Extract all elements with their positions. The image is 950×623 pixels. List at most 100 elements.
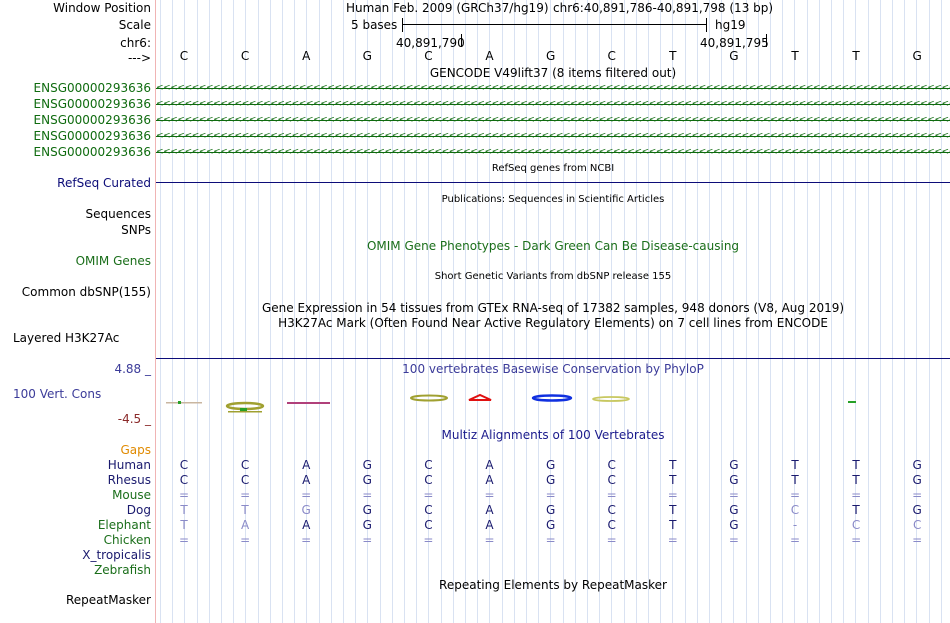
alignment-base: = xyxy=(728,488,739,502)
gencode-gene-feature[interactable]: <<<<<<<<<<<<<<<<<<<<<<<<<<<<<<<<<<<<<<<<… xyxy=(156,115,950,125)
species-label-zebrafish[interactable]: Zebrafish xyxy=(94,563,151,577)
strand-arrows: <<<<<<<<<<<<<<<<<<<<<<<<<<<<<<<<<<<<<<<<… xyxy=(156,147,950,157)
gencode-gene-feature[interactable]: <<<<<<<<<<<<<<<<<<<<<<<<<<<<<<<<<<<<<<<<… xyxy=(156,131,950,141)
alignment-base: C xyxy=(607,458,616,472)
ruler-base: A xyxy=(485,49,494,63)
window-position-label: Window Position xyxy=(53,1,151,15)
alignment-base: G xyxy=(729,458,739,472)
alignment-base: G xyxy=(729,473,739,487)
alignment-base: = xyxy=(301,488,312,502)
gencode-gene-feature[interactable]: <<<<<<<<<<<<<<<<<<<<<<<<<<<<<<<<<<<<<<<<… xyxy=(156,147,950,157)
phylop-logo xyxy=(166,393,856,413)
strand-label: ---> xyxy=(127,51,151,65)
phylop-mark xyxy=(178,401,181,404)
ruler-base: G xyxy=(729,49,739,63)
gencode-gene-feature[interactable]: <<<<<<<<<<<<<<<<<<<<<<<<<<<<<<<<<<<<<<<<… xyxy=(156,83,950,93)
strand-arrows: <<<<<<<<<<<<<<<<<<<<<<<<<<<<<<<<<<<<<<<<… xyxy=(156,83,950,93)
ruler-base: T xyxy=(852,49,860,63)
alignment-base: G xyxy=(912,473,922,487)
publications-track-label[interactable]: Sequences xyxy=(85,207,151,221)
coord-right-tick xyxy=(766,34,767,47)
alignment-base: G xyxy=(545,518,556,532)
phylop-mark xyxy=(848,401,856,403)
alignment-base: C xyxy=(790,503,800,517)
phylop-mark xyxy=(287,402,330,404)
phylop-mark xyxy=(228,411,262,413)
alignment-base: T xyxy=(669,458,677,472)
gencode-item-label[interactable]: ENSG00000293636 xyxy=(33,145,151,159)
assembly-name: Human Feb. 2009 (GRCh37/hg19) xyxy=(346,1,549,15)
phylop-min-value: -4.5 _ xyxy=(117,412,151,426)
omim-track-title: OMIM Gene Phenotypes - Dark Green Can Be… xyxy=(366,239,740,253)
alignment-base: = xyxy=(178,533,190,547)
phylop-mark xyxy=(166,402,202,404)
scale-label: Scale xyxy=(118,18,151,32)
repeatmasker-track-label[interactable]: RepeatMasker xyxy=(65,593,151,607)
alignment-base: = xyxy=(606,488,617,502)
alignment-base: T xyxy=(669,473,677,487)
gencode-item-label[interactable]: ENSG00000293636 xyxy=(33,97,151,111)
alignment-base: G xyxy=(912,458,922,472)
refseq-track-label[interactable]: RefSeq Curated xyxy=(57,176,151,190)
alignment-base: C xyxy=(607,473,616,487)
alignment-base: = xyxy=(240,488,251,502)
alignment-base: C xyxy=(179,458,189,472)
alignment-base: G xyxy=(545,458,556,472)
phylop-mark xyxy=(240,408,247,411)
species-label-chicken[interactable]: Chicken xyxy=(103,533,151,547)
ruler-base: G xyxy=(362,49,372,63)
alignment-base: T xyxy=(180,518,188,532)
alignment-base: = xyxy=(362,533,373,547)
alignment-base: C xyxy=(607,503,616,517)
repeatmasker-track-title: Repeating Elements by RepeatMasker xyxy=(439,578,667,592)
alignment-base: G xyxy=(362,458,372,472)
species-label-dog[interactable]: Dog xyxy=(126,503,151,517)
phylop-track-label[interactable]: 100 Vert. Cons xyxy=(13,387,102,401)
species-label-mouse[interactable]: Mouse xyxy=(112,488,151,502)
phylop-mark xyxy=(592,396,630,402)
coord-left: 40,891,790 xyxy=(396,36,465,50)
alignment-base: C xyxy=(424,518,433,532)
ruler-base: G xyxy=(545,49,556,63)
dbsnp-track-label[interactable]: Common dbSNP(155) xyxy=(21,285,151,299)
gencode-track-title: GENCODE V49lift37 (8 items filtered out) xyxy=(429,66,677,80)
chromosome-label: chr6: xyxy=(120,36,151,50)
snps-track-label[interactable]: SNPs xyxy=(121,223,151,237)
omim-track-label[interactable]: OMIM Genes xyxy=(75,254,151,268)
alignment-base: = xyxy=(789,488,801,502)
species-label-human[interactable]: Human xyxy=(107,458,151,472)
alignment-base: A xyxy=(302,458,311,472)
alignment-base: C xyxy=(240,458,250,472)
phylop-mark xyxy=(469,399,491,401)
alignment-base: = xyxy=(912,533,923,547)
alignment-base: = xyxy=(545,533,556,547)
alignment-base: = xyxy=(789,533,801,547)
alignment-base: T xyxy=(669,518,677,532)
alignment-base: = xyxy=(484,533,495,547)
alignment-base: T xyxy=(852,473,860,487)
species-label-rhesus[interactable]: Rhesus xyxy=(107,473,151,487)
alignment-base: A xyxy=(240,518,250,532)
refseq-gene-feature[interactable] xyxy=(156,182,950,183)
alignment-base: = xyxy=(178,488,190,502)
alignment-base: C xyxy=(851,518,861,532)
h3k27ac-track-label[interactable]: Layered H3K27Ac xyxy=(13,331,120,345)
alignment-base: = xyxy=(301,533,312,547)
gencode-item-label[interactable]: ENSG00000293636 xyxy=(33,113,151,127)
species-label-x-tropicalis[interactable]: X_tropicalis xyxy=(82,548,151,562)
species-label-elephant[interactable]: Elephant xyxy=(97,518,151,532)
alignment-base: G xyxy=(362,518,372,532)
strand-arrows: <<<<<<<<<<<<<<<<<<<<<<<<<<<<<<<<<<<<<<<<… xyxy=(156,131,950,141)
publications-track-title: Publications: Sequences in Scientific Ar… xyxy=(441,194,665,205)
gaps-label: Gaps xyxy=(120,443,151,457)
alignment-base: G xyxy=(912,503,922,517)
track-label-pane: Window Position Scale chr6: ---> ENSG000… xyxy=(0,0,156,623)
gencode-gene-feature[interactable]: <<<<<<<<<<<<<<<<<<<<<<<<<<<<<<<<<<<<<<<<… xyxy=(156,99,950,109)
phylop-mark xyxy=(531,394,573,402)
scale-bar-left-tick xyxy=(402,18,403,32)
phylop-track-title: 100 vertebrates Basewise Conservation by… xyxy=(402,362,704,376)
gencode-item-label[interactable]: ENSG00000293636 xyxy=(33,129,151,143)
alignment-base: = xyxy=(667,533,678,547)
gencode-item-label[interactable]: ENSG00000293636 xyxy=(33,81,151,95)
